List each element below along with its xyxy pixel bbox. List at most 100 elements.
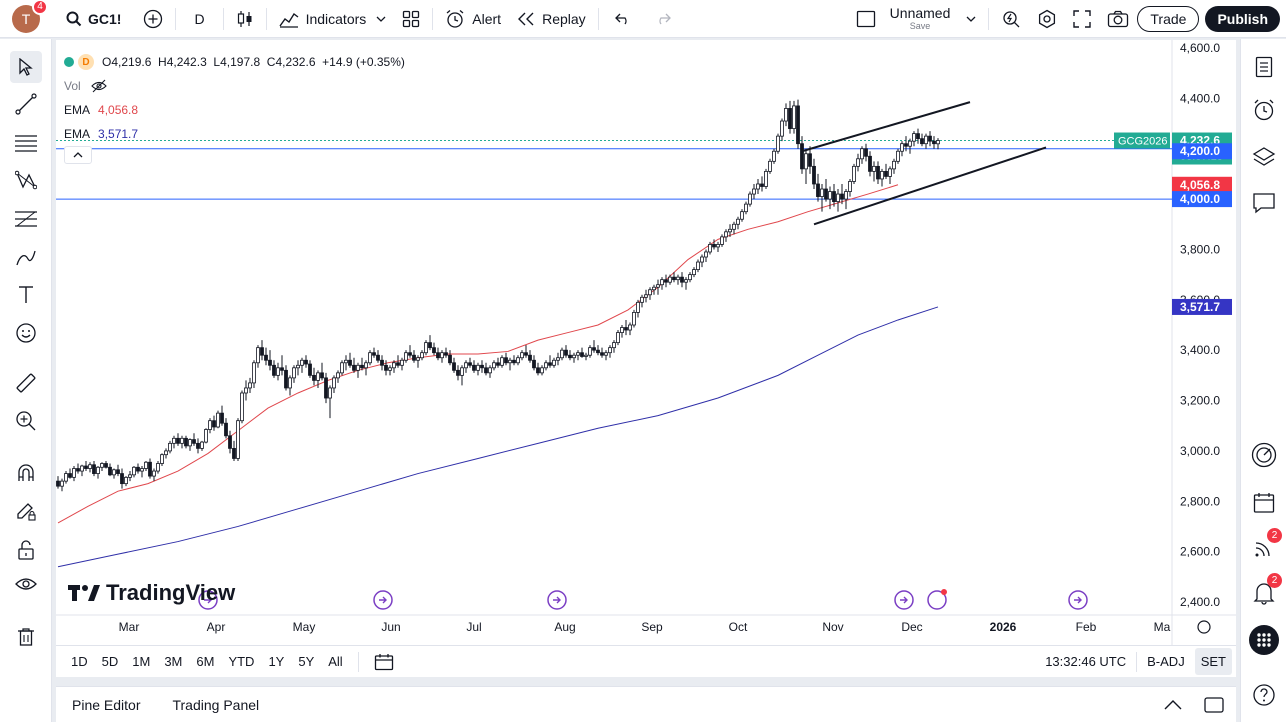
candle-body [112,469,116,476]
brush-tool[interactable] [10,242,42,274]
chevron-up-icon[interactable] [1164,699,1182,710]
trade-button[interactable]: Trade [1137,5,1200,32]
ema-slow-tag-bg [1172,298,1232,315]
magnet-tool[interactable] [10,457,42,489]
axis-settings-icon[interactable] [1197,620,1211,634]
trend-line-tool[interactable] [10,88,42,120]
redo-button[interactable] [643,0,683,38]
pattern-tool[interactable] [10,164,42,196]
alerts-clock-button[interactable] [1248,94,1280,126]
notifications-button[interactable]: 2 [1248,573,1282,609]
text-tool[interactable] [10,279,42,311]
candle-body [160,454,164,464]
symbol-search[interactable]: GC1! [58,0,129,38]
range-button-6m[interactable]: 6M [196,654,215,669]
watchlist-button[interactable] [1248,51,1280,83]
interval-button[interactable]: D [194,10,205,27]
calendar-button[interactable] [1248,487,1280,519]
chart-pane[interactable]: 4,600.04,400.04,200.03,800.03,600.03,400… [56,40,1236,676]
candle-body [272,364,276,376]
brush-icon [16,250,36,266]
symbol-tag: GCG2026 [1118,136,1168,148]
object-tree-button[interactable] [1248,141,1280,173]
range-button-1d[interactable]: 1D [71,654,88,669]
tab-trading-panel[interactable]: Trading Panel [172,696,260,713]
ema-fast-line[interactable] [57,184,899,524]
cursor-icon [19,58,33,76]
range-button-1m[interactable]: 1M [132,654,151,669]
volume-row[interactable]: Vol [64,74,411,98]
candle-body [456,369,460,376]
lock-drawings[interactable] [10,534,42,566]
candle-body [892,160,896,170]
candle-body [252,362,256,384]
zoom-tool[interactable] [10,405,42,437]
ideas-stream-button[interactable]: 2 [1248,528,1282,564]
indicators-button[interactable]: Indicators [271,0,395,38]
undo-button[interactable] [603,0,643,38]
fullscreen-button[interactable] [1065,0,1099,38]
candle-body [468,362,472,366]
apps-button[interactable] [1248,624,1280,656]
ema-slow-line[interactable] [57,306,939,568]
fib-tool[interactable] [10,203,42,235]
user-avatar[interactable]: T 4 [12,0,48,33]
ema-slow-row[interactable]: EMA 3,571.7 [64,122,411,146]
ema-slow-label: EMA [64,127,91,141]
candle-body [820,188,824,197]
layout-select[interactable]: Unnamed Save [848,0,985,38]
candle-body [860,148,864,160]
top-toolbar: T 4 GC1! D Indicators Alert [0,0,1286,38]
candle-body [60,480,64,487]
stay-in-drawing-mode[interactable] [10,495,42,527]
channel-lower-line[interactable] [813,146,1047,226]
candle-body [184,437,188,447]
candle-body [372,352,376,356]
screener-button[interactable] [1248,439,1280,471]
remove-drawings[interactable] [10,621,42,653]
eye-off-icon[interactable] [90,79,107,93]
alert-button[interactable]: Alert [437,0,509,38]
replay-button[interactable]: Replay [509,0,594,38]
cursor-tool[interactable] [10,51,42,83]
maximize-panel-icon[interactable] [1204,696,1224,713]
compare-symbol-button[interactable] [135,0,171,38]
candle-body [680,276,684,283]
tab-pine-editor[interactable]: Pine Editor [72,696,141,713]
measure-tool[interactable] [10,367,42,399]
snapshot-button[interactable] [1099,0,1137,38]
candle-body [472,364,476,371]
alerts-badge: 2 [1267,573,1282,588]
layouts-button[interactable] [394,0,428,38]
help-button[interactable] [1248,679,1280,711]
hide-drawings[interactable] [10,568,42,600]
settings-button[interactable] [1029,0,1065,38]
range-button-5d[interactable]: 5D [101,654,119,669]
session-toggle[interactable]: SET [1194,648,1232,675]
time-tick-label: Jul [466,620,481,634]
back-adjust-toggle[interactable]: B-ADJ [1147,654,1185,669]
range-button-1y[interactable]: 1Y [268,654,285,669]
candle-body [684,279,688,283]
symbol-name: GC1! [88,10,122,27]
clock[interactable]: 13:32:46 UTC [1045,654,1127,669]
range-button-all[interactable]: All [328,654,343,669]
channel-upper-line[interactable] [801,101,971,153]
collapse-legend-button[interactable] [64,146,92,164]
ema-fast-row[interactable]: EMA 4,056.8 [64,98,411,122]
goto-date-button[interactable] [367,646,401,678]
range-button-ytd[interactable]: YTD [228,654,255,669]
earnings-marker[interactable] [927,590,947,610]
horizontal-lines-tool[interactable] [10,127,42,159]
quick-search-button[interactable] [993,0,1029,38]
range-button-5y[interactable]: 5Y [298,654,315,669]
emoji-tool[interactable] [10,317,42,349]
candle-body [532,359,536,369]
candle-body [904,143,908,147]
price-chart[interactable]: 4,600.04,400.04,200.03,800.03,600.03,400… [56,40,1236,676]
range-button-3m[interactable]: 3M [164,654,183,669]
publish-button[interactable]: Publish [1205,5,1280,32]
chats-button[interactable] [1248,187,1280,219]
chart-type-button[interactable] [228,0,262,38]
candle-body [816,183,820,197]
